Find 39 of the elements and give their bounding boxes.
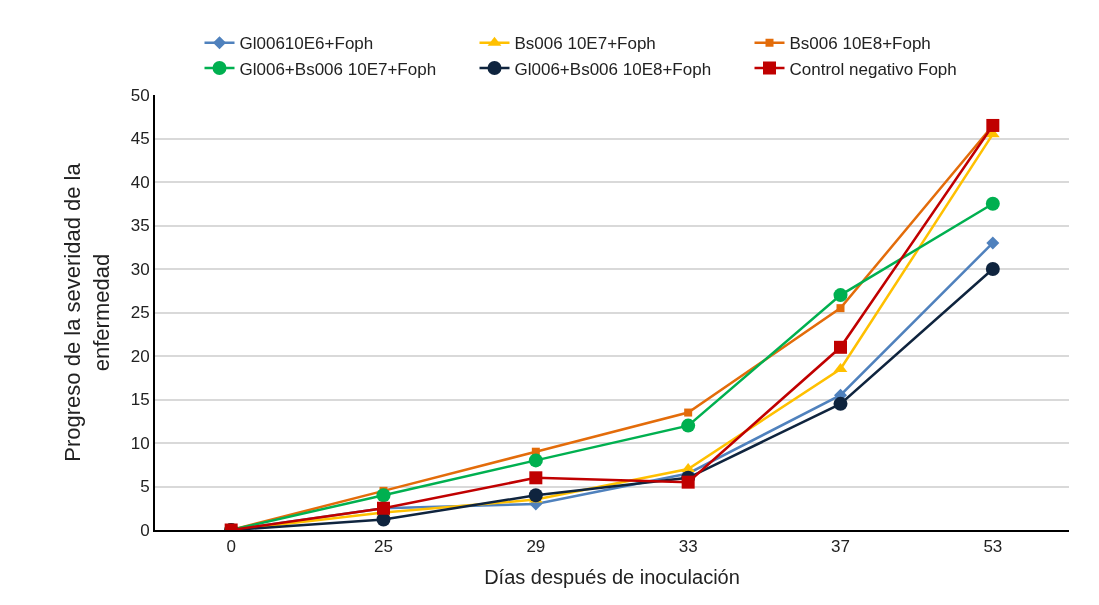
point [833,288,848,303]
point [833,396,848,411]
y-tick-label: 5 [140,477,150,497]
x-tick-label: 53 [983,537,1003,557]
x-tick-label: 25 [374,537,393,557]
x-tick-label: 0 [226,537,236,557]
y-tick-label: 50 [130,85,150,105]
y-tick-label: 15 [130,390,150,410]
y-tick-label: 0 [140,520,150,540]
point [528,488,543,503]
x-tick-label: 37 [831,537,850,557]
y-axis-title: Progreso de la severidad de la enfermedad [60,162,114,462]
point [985,196,1000,211]
point [376,488,391,503]
legend-label: Control negativo Foph [789,59,957,79]
legend-label: Gl00610E6+Foph [239,34,374,54]
point [528,453,543,468]
y-tick-label: 10 [130,433,150,453]
legend-label: Bs006 10E8+Foph [789,34,931,54]
point [529,471,543,485]
x-tick-label: 29 [526,537,546,557]
y-tick-label: 35 [130,216,150,236]
y-tick-label: 30 [130,259,150,279]
point [834,340,847,354]
x-tick-label: 33 [678,537,698,557]
y-tick-label: 25 [130,303,150,323]
point [684,408,693,417]
y-tick-label: 20 [130,346,150,366]
y-tick-label: 40 [130,172,150,192]
point [681,418,696,433]
point [986,236,1000,250]
legend-label: Gl006+Bs006 10E7+Foph [239,59,437,79]
point [681,475,695,489]
y-tick-label: 45 [130,129,150,149]
legend-label: Gl006+Bs006 10E8+Foph [514,59,712,79]
x-axis-title: Días después de inoculación [484,566,740,589]
point [836,304,845,313]
legend-label: Bs006 10E7+Foph [514,34,656,54]
point [985,262,1000,276]
